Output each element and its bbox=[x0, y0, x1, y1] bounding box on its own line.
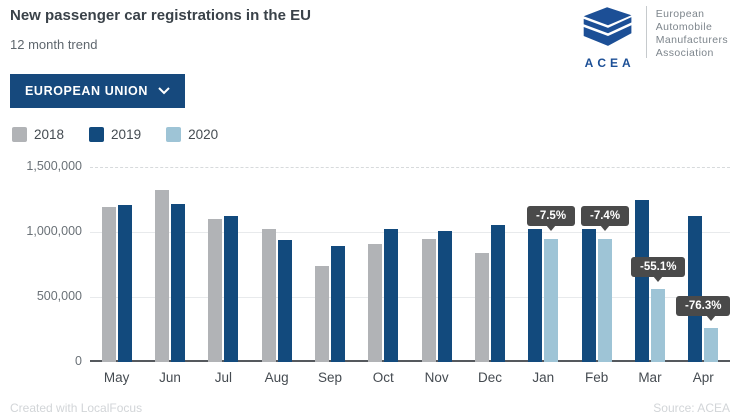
legend-item[interactable]: 2020 bbox=[166, 127, 218, 142]
legend-swatch-icon bbox=[166, 127, 182, 142]
legend-item[interactable]: 2018 bbox=[12, 127, 64, 142]
x-tick-label: Sep bbox=[317, 370, 342, 385]
x-tick-label: Apr bbox=[692, 370, 714, 385]
region-dropdown-label: EUROPEAN UNION bbox=[25, 84, 148, 98]
bar-2019-dec[interactable] bbox=[490, 224, 505, 362]
x-tick-label: Jun bbox=[159, 370, 181, 385]
logo-org-line: Association bbox=[655, 47, 714, 59]
y-tick-label: 1,000,000 bbox=[26, 224, 82, 238]
legend-label: 2018 bbox=[34, 127, 65, 142]
x-tick-label: Nov bbox=[424, 370, 449, 385]
bar-2019-apr[interactable] bbox=[688, 216, 703, 362]
bar-group bbox=[623, 167, 676, 362]
bar-2018-dec[interactable] bbox=[474, 253, 489, 362]
bar-group bbox=[90, 167, 143, 362]
gridline bbox=[90, 232, 730, 233]
bar-2019-jul[interactable] bbox=[224, 215, 239, 362]
bar-group bbox=[357, 167, 410, 362]
change-tooltip: -7.4% bbox=[581, 206, 630, 231]
bar-group bbox=[143, 167, 196, 362]
bar-2019-sep[interactable] bbox=[330, 246, 345, 362]
plot-area: -7.5% -7.4% -55.1% -76.3% bbox=[90, 167, 731, 362]
x-tick-label: Oct bbox=[372, 370, 394, 385]
bar-2018-may[interactable] bbox=[101, 207, 116, 362]
bar-group bbox=[517, 167, 570, 362]
bar-2019-jan[interactable] bbox=[528, 228, 543, 362]
tooltip-arrow-icon bbox=[600, 225, 610, 231]
bar-2018-jun[interactable] bbox=[154, 190, 169, 362]
tooltip-arrow-icon bbox=[653, 276, 663, 282]
logo-org-line: European bbox=[655, 8, 705, 20]
bar-2020-apr[interactable] bbox=[704, 327, 719, 362]
bar-2019-mar[interactable] bbox=[634, 200, 649, 362]
x-tick-label: Jul bbox=[214, 370, 232, 385]
bar-2018-oct[interactable] bbox=[368, 243, 383, 362]
change-tooltip: -55.1% bbox=[631, 257, 686, 282]
legend-swatch-icon bbox=[12, 127, 27, 142]
bar-2019-nov[interactable] bbox=[437, 230, 452, 362]
bar-2018-jul[interactable] bbox=[208, 219, 223, 362]
bar-group bbox=[410, 167, 463, 362]
bar-2019-feb[interactable] bbox=[581, 228, 596, 362]
bar-2018-aug[interactable] bbox=[261, 228, 276, 362]
y-tick-label: 500,000 bbox=[36, 289, 82, 303]
gridline bbox=[90, 297, 730, 298]
region-dropdown[interactable]: EUROPEAN UNION bbox=[10, 74, 185, 108]
tooltip-arrow-icon bbox=[706, 315, 716, 321]
bar-2019-may[interactable] bbox=[117, 205, 132, 362]
logo-divider bbox=[645, 6, 647, 58]
y-axis: 0 500,000 1,000,000 1,500,000 bbox=[10, 159, 82, 368]
acea-logo-icon bbox=[581, 5, 635, 54]
chevron-down-icon bbox=[158, 87, 170, 95]
legend-label: 2019 bbox=[111, 127, 142, 142]
acea-logo: ACEA European Automobile Manufacturers Asso… bbox=[579, 5, 728, 70]
x-axis: May Jun Jul Aug Sep Oct Nov Dec Jan Feb Mar Apr bbox=[90, 362, 730, 385]
logo-org-name: European Automobile Manufacturers Associati… bbox=[656, 5, 728, 60]
x-tick-label: Mar bbox=[638, 370, 662, 385]
bar-group bbox=[303, 167, 356, 362]
x-tick-label: May bbox=[103, 370, 130, 385]
credit-link[interactable]: Created with LocalFocus bbox=[10, 401, 143, 415]
x-tick-label: Feb bbox=[584, 370, 609, 385]
subtitle: 12 month trend bbox=[10, 37, 98, 52]
bar-2019-oct[interactable] bbox=[384, 228, 399, 362]
gridline bbox=[90, 167, 730, 169]
logo-acronym: ACEA bbox=[584, 56, 635, 70]
bar-group bbox=[463, 167, 516, 362]
x-axis-line bbox=[90, 360, 730, 362]
change-tooltip: -7.5% bbox=[527, 206, 576, 231]
bar-2019-aug[interactable] bbox=[277, 239, 292, 362]
legend-swatch-icon bbox=[89, 127, 105, 142]
bar-2018-nov[interactable] bbox=[421, 238, 436, 362]
bar-2018-sep[interactable] bbox=[314, 265, 329, 362]
bar-group bbox=[250, 167, 303, 362]
legend-label: 2020 bbox=[188, 127, 219, 142]
bar-group bbox=[197, 167, 250, 362]
change-tooltip: -76.3% bbox=[676, 296, 731, 321]
bar-group bbox=[570, 167, 623, 362]
x-tick-label: Aug bbox=[264, 370, 289, 385]
bar-2020-jan[interactable] bbox=[544, 238, 559, 362]
y-tick-label: 0 bbox=[75, 354, 82, 368]
footer: Created with LocalFocus Source: ACEA bbox=[0, 401, 740, 415]
source-label: Source: ACEA bbox=[653, 401, 730, 415]
bar-2020-mar[interactable] bbox=[650, 289, 665, 362]
bar-2019-jun[interactable] bbox=[170, 204, 185, 362]
x-tick-label: Dec bbox=[477, 370, 502, 385]
legend: 2018 2019 2020 bbox=[12, 127, 218, 142]
y-tick-label: 1,500,000 bbox=[26, 159, 82, 173]
x-tick-label: Jan bbox=[532, 370, 555, 385]
chart: 0 500,000 1,000,000 1,500,000 -7.5% -7.4% -55… bbox=[10, 159, 731, 385]
logo-org-line: Automobile bbox=[655, 21, 713, 33]
page-title: New passenger car registrations in the E… bbox=[10, 7, 311, 24]
logo-org-line: Manufacturers bbox=[655, 34, 728, 46]
tooltip-arrow-icon bbox=[546, 225, 556, 231]
bar-group bbox=[677, 167, 730, 362]
bar-2020-feb[interactable] bbox=[597, 238, 612, 362]
legend-item[interactable]: 2019 bbox=[89, 127, 141, 142]
